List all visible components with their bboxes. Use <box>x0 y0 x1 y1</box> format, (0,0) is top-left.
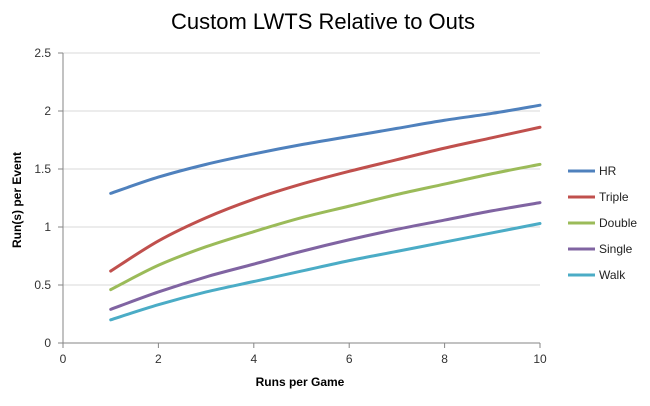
legend-item-hr: HR <box>568 164 617 178</box>
y-tick-label: 2.5 <box>34 46 51 60</box>
series-line-walk <box>109 222 542 322</box>
y-tick-label: 1 <box>44 220 51 234</box>
series-line-triple <box>109 125 542 273</box>
x-tick-label: 2 <box>155 352 162 366</box>
legend-label: Triple <box>599 190 629 204</box>
legend-label: Walk <box>599 268 626 282</box>
x-tick-label: 8 <box>441 352 448 366</box>
y-axis-ticks: 0 0.5 1 1.5 2 2.5 <box>34 46 63 350</box>
y-tick-label: 0.5 <box>34 278 51 292</box>
y-axis-label: Run(s) per Event <box>10 152 24 248</box>
y-tick-label: 0 <box>44 336 51 350</box>
series-line-single <box>109 201 542 311</box>
x-tick-label: 10 <box>533 352 547 366</box>
legend-label: HR <box>599 164 617 178</box>
gridlines <box>63 52 540 286</box>
legend-item-single: Single <box>568 242 633 256</box>
legend-item-walk: Walk <box>568 268 626 282</box>
axes <box>62 53 540 344</box>
x-tick-label: 6 <box>346 352 353 366</box>
x-axis-ticks: 0 2 4 6 8 10 <box>60 343 547 366</box>
legend-label: Double <box>599 216 637 230</box>
legend: HR Triple Double Single Walk <box>568 164 637 282</box>
x-tick-label: 4 <box>250 352 257 366</box>
legend-label: Single <box>599 242 633 256</box>
chart-title: Custom LWTS Relative to Outs <box>171 9 475 34</box>
series-line-double <box>109 162 542 292</box>
x-axis-label: Runs per Game <box>256 375 345 389</box>
legend-item-double: Double <box>568 216 637 230</box>
legend-item-triple: Triple <box>568 190 629 204</box>
y-tick-label: 1.5 <box>34 162 51 176</box>
y-tick-label: 2 <box>44 104 51 118</box>
series-line-hr <box>109 103 542 195</box>
series-lines <box>109 103 542 322</box>
x-tick-label: 0 <box>60 352 67 366</box>
